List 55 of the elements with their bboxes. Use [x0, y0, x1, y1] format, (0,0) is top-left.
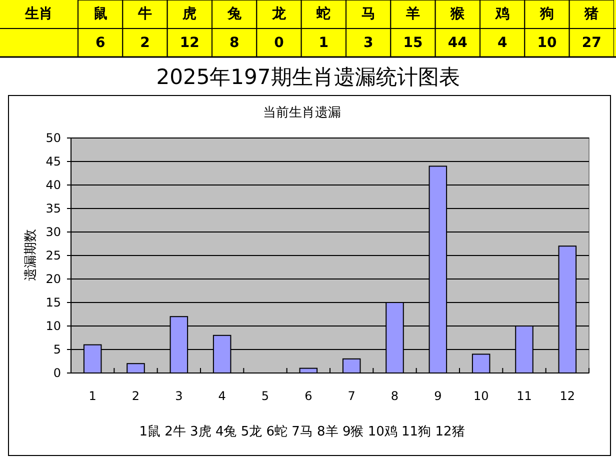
- y-tick-label: 15: [46, 296, 61, 310]
- category-label: 羊: [405, 6, 420, 22]
- x-tick-label: 9: [434, 389, 442, 403]
- y-tick-label: 35: [46, 202, 61, 216]
- y-tick-label: 30: [46, 225, 61, 239]
- category-label: 蛇: [316, 6, 331, 22]
- x-axis-title: 1鼠 2牛 3虎 4兔 5龙 6蛇 7马 8羊 9猴 10鸡 11狗 12猪: [139, 424, 465, 440]
- x-tick-label: 2: [132, 389, 140, 403]
- x-tick-label: 7: [348, 389, 356, 403]
- data-label: 6: [95, 35, 106, 51]
- category-label: 鼠: [93, 6, 108, 22]
- x-tick-label: 12: [560, 389, 576, 403]
- data-label: 2: [140, 35, 150, 51]
- category-label: 狗: [539, 6, 554, 22]
- y-tick-label: 45: [46, 154, 61, 168]
- data-label: 27: [582, 35, 602, 51]
- y-tick-label: 5: [53, 342, 61, 356]
- data-label: 15: [403, 35, 423, 51]
- bar: [472, 354, 490, 374]
- chart-subtitle: 当前生肖遗漏: [263, 106, 341, 120]
- data-label: 4: [497, 35, 508, 51]
- data-label: 3: [363, 35, 374, 51]
- x-tick-label: 3: [175, 389, 183, 403]
- x-tick-label: 11: [516, 389, 532, 403]
- chart-title: 2025年197期生肖遗漏统计图表: [156, 65, 460, 89]
- category-label: 猪: [584, 6, 599, 22]
- data-label: 1: [318, 35, 329, 51]
- y-tick-label: 0: [53, 366, 61, 380]
- data-label: 44: [448, 35, 468, 51]
- x-tick-label: 4: [218, 389, 226, 403]
- category-label: 马: [361, 6, 376, 22]
- data-label: 0: [274, 35, 284, 51]
- data-label: 10: [537, 35, 557, 51]
- y-tick-label: 40: [46, 178, 61, 192]
- category-label: 鸡: [494, 6, 510, 22]
- text: 生肖: [24, 6, 53, 22]
- data-label: 12: [180, 35, 200, 51]
- category-label: 龙: [271, 6, 287, 22]
- x-tick-label: 5: [261, 389, 270, 403]
- x-tick-label: 8: [390, 389, 399, 403]
- category-label: 兔: [226, 6, 242, 22]
- x-tick-label: 6: [304, 389, 312, 403]
- data-label: 8: [229, 35, 240, 51]
- category-label: 猴: [450, 6, 466, 22]
- y-tick-label: 20: [46, 272, 61, 286]
- y-tick-label: 10: [46, 319, 61, 333]
- bar: [342, 358, 361, 374]
- category-label: 虎: [182, 6, 197, 22]
- y-axis-title: 遗漏期数: [24, 229, 38, 281]
- y-tick-label: 50: [46, 131, 61, 145]
- category-label: 牛: [137, 6, 152, 22]
- bar: [126, 363, 145, 374]
- x-tick-label: 10: [473, 389, 489, 403]
- y-tick-label: 25: [46, 248, 61, 262]
- x-tick-label: 1: [88, 389, 96, 403]
